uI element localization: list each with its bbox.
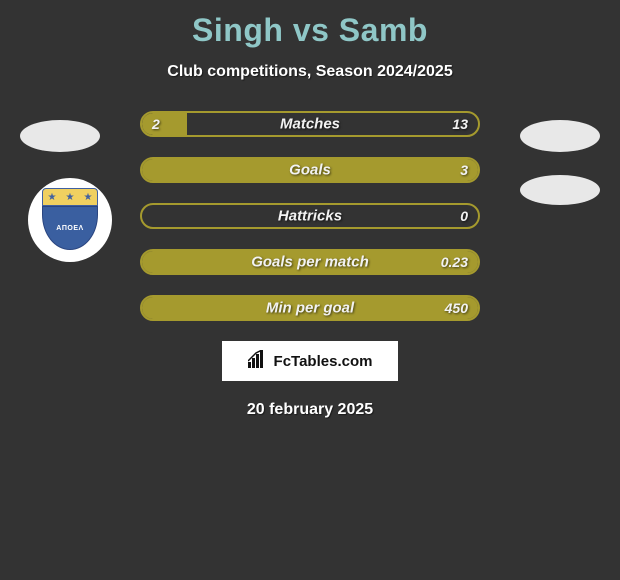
stat-label: Matches bbox=[142, 116, 478, 133]
stat-label: Goals per match bbox=[142, 254, 478, 271]
stat-bar: Min per goal450 bbox=[140, 295, 480, 321]
chart-icon bbox=[248, 350, 268, 373]
page-subtitle: Club competitions, Season 2024/2025 bbox=[0, 63, 620, 81]
stat-bar: Goals per match0.23 bbox=[140, 249, 480, 275]
stat-bar: Hattricks0 bbox=[140, 203, 480, 229]
stat-bar: 2Matches13 bbox=[140, 111, 480, 137]
page-title: Singh vs Samb bbox=[0, 0, 620, 49]
watermark-text: FcTables.com bbox=[274, 353, 373, 370]
stat-value-right: 3 bbox=[460, 162, 468, 178]
stat-value-right: 0.23 bbox=[441, 254, 468, 270]
watermark: FcTables.com bbox=[222, 341, 398, 381]
stat-value-right: 0 bbox=[460, 208, 468, 224]
stat-bar: Goals3 bbox=[140, 157, 480, 183]
stat-value-right: 13 bbox=[452, 116, 468, 132]
stat-label: Hattricks bbox=[142, 208, 478, 225]
stat-label: Goals bbox=[142, 162, 478, 179]
stat-value-right: 450 bbox=[445, 300, 468, 316]
date-label: 20 february 2025 bbox=[0, 401, 620, 419]
stats-area: 2Matches13 Goals3 Hattricks0 Goals per matc… bbox=[0, 111, 620, 321]
stat-label: Min per goal bbox=[142, 300, 478, 317]
